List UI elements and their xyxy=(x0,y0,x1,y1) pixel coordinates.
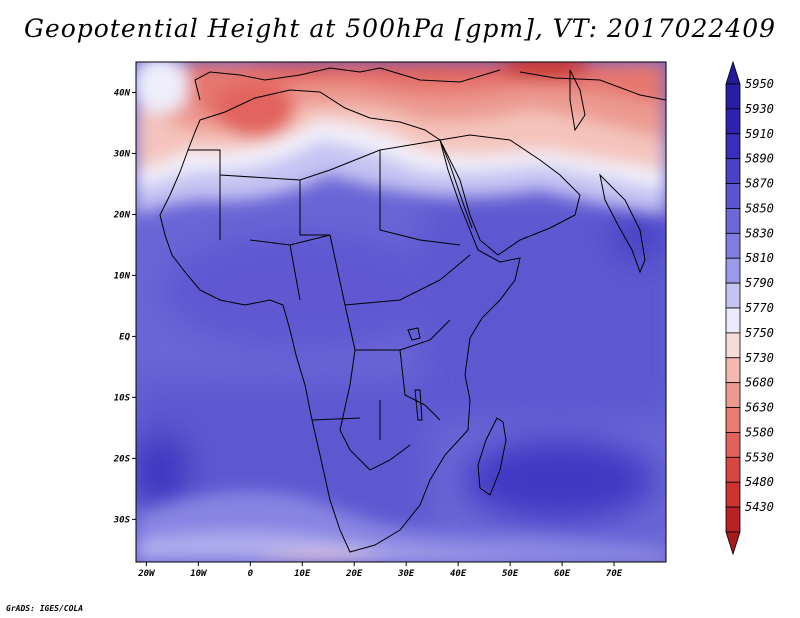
lat-tick-label: 30N xyxy=(113,149,131,159)
lon-tick-label: 60E xyxy=(554,569,571,579)
country-borders xyxy=(188,139,471,471)
colorbar-label: 5910 xyxy=(745,127,774,141)
colorbar-swatch xyxy=(725,183,741,209)
colorbar-label: 5630 xyxy=(745,401,774,415)
lat-tick-label: 10S xyxy=(114,393,131,403)
colorbar-label: 5750 xyxy=(745,326,774,340)
lakes xyxy=(407,327,423,421)
colorbar-swatch xyxy=(725,432,741,458)
colorbar-swatch xyxy=(725,133,741,160)
colorbar-swatch xyxy=(725,208,741,234)
colorbar-label: 5790 xyxy=(745,276,774,290)
colorbar-swatch xyxy=(725,307,741,334)
africa-coastline xyxy=(159,89,521,553)
lon-tick-label: 20W xyxy=(137,569,156,579)
lon-tick-label: 0 xyxy=(248,569,254,579)
lon-tick-label: 10E xyxy=(294,569,311,579)
grads-credit: GrADS: IGES/COLA xyxy=(6,604,84,613)
lon-tick-label: 20E xyxy=(345,569,363,579)
lat-tick-label: 20S xyxy=(113,454,131,464)
colorbar-swatch xyxy=(725,332,741,359)
colorbar-label: 5770 xyxy=(745,301,774,315)
colorbar-swatch xyxy=(725,481,741,508)
colorbar-swatch xyxy=(725,506,741,533)
colorbar-label: 5950 xyxy=(745,77,774,91)
colorbar-label: 5730 xyxy=(745,351,774,365)
colorbar-label: 5680 xyxy=(745,376,774,390)
coastlines-and-borders xyxy=(159,67,666,553)
arabian-peninsula xyxy=(439,134,581,256)
colorbar-top-arrow xyxy=(725,60,741,85)
madagascar xyxy=(477,417,507,496)
colorbar-legend: 5950 5930 5910 5890 5870 5850 5830 5810 5790 5770… xyxy=(725,60,774,556)
colorbar-swatch xyxy=(725,407,741,433)
colorbar-label: 5530 xyxy=(745,450,774,464)
lat-tick-label: 30S xyxy=(113,515,131,525)
lat-tick-label: 10N xyxy=(114,271,131,281)
colorbar-swatch xyxy=(725,158,741,184)
colorbar-label: 5850 xyxy=(745,201,774,215)
colorbar-swatch xyxy=(725,357,741,384)
lat-tick-label: 20N xyxy=(113,210,131,220)
lon-tick-label: 10W xyxy=(190,569,208,579)
colorbar-swatch xyxy=(725,382,741,408)
lon-tick-label: 50E xyxy=(502,569,519,579)
colorbar-swatch xyxy=(725,282,741,309)
red-sea xyxy=(439,139,473,229)
colorbar-label: 5480 xyxy=(745,475,774,489)
lon-tick-label: 30E xyxy=(397,569,415,579)
lat-tick-label: 40N xyxy=(114,88,131,98)
lat-tick-label: EQ xyxy=(119,332,130,342)
india-coast xyxy=(599,173,646,274)
colorbar-label: 5810 xyxy=(745,251,774,265)
colorbar-label: 5890 xyxy=(745,152,774,166)
colorbar-label: 5430 xyxy=(745,500,774,514)
colorbar-swatch xyxy=(725,108,741,135)
latitude-axis: 40N 30N 20N 10N EQ 10S 20S 30S xyxy=(113,88,136,525)
caspian-and-asia xyxy=(519,69,666,132)
height-field xyxy=(136,62,666,562)
colorbar-swatch xyxy=(725,232,741,259)
colorbar-bottom-arrow xyxy=(725,531,741,556)
lon-tick-label: 70E xyxy=(606,569,623,579)
colorbar-label: 5930 xyxy=(745,102,774,116)
colorbar-swatch xyxy=(725,456,741,483)
longitude-axis: 20W 10W 0 10E 20E 30E 40E 50E 60E 70E xyxy=(137,562,623,579)
colorbar-label: 5830 xyxy=(745,226,774,240)
colorbar-label: 5580 xyxy=(745,425,774,439)
colorbar-label: 5870 xyxy=(745,177,774,191)
colorbar-swatch xyxy=(725,257,741,284)
lon-tick-label: 40E xyxy=(450,569,467,579)
colorbar-swatch xyxy=(725,83,741,110)
chart-title: Geopotential Height at 500hPa [gpm], VT:… xyxy=(23,14,777,43)
europe-coast xyxy=(194,67,501,101)
map-frame xyxy=(135,61,667,563)
